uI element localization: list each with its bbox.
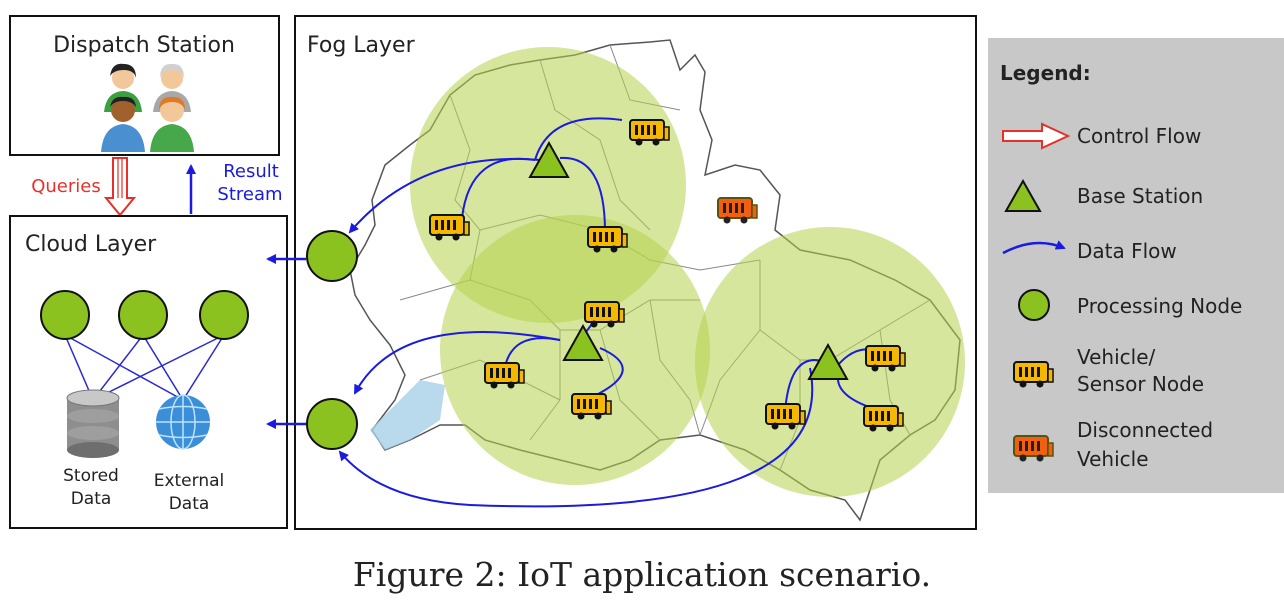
result-stream-label-line2: Stream (217, 184, 282, 205)
database-icon (66, 389, 120, 458)
legend-label: Sensor Node (1077, 372, 1204, 396)
legend-label: Base Station (1077, 184, 1203, 208)
people-icon (101, 63, 194, 152)
result-stream-label-line1: Result (223, 161, 279, 182)
fog-processing-node (306, 398, 358, 450)
base-station (562, 323, 604, 361)
legend-label: Data Flow (1077, 239, 1177, 263)
data-flow-legend-icon (1002, 240, 1066, 255)
stored-data-label-line1: Stored (63, 466, 119, 486)
dispatch-station-box: Dispatch Station (9, 15, 280, 156)
legend-title: Legend: (1000, 61, 1091, 85)
cloud-layer-title: Cloud Layer (25, 232, 157, 257)
cloud-processing-node (118, 290, 168, 340)
cloud-processing-node (40, 290, 90, 340)
queries-control-arrow (103, 157, 137, 217)
globe-icon (156, 394, 210, 450)
fog-layer-box: Fog Layer (294, 15, 977, 530)
figure-caption: Figure 2: IoT application scenario. (353, 555, 931, 594)
external-data-label-line1: External (154, 471, 225, 491)
base-station (807, 342, 849, 380)
external-data-label-line2: Data (169, 494, 210, 514)
cloud-processing-node (199, 290, 249, 340)
fog-layer-title: Fog Layer (307, 33, 416, 58)
cloud-connections (64, 334, 225, 401)
legend-label: Disconnected (1077, 418, 1213, 442)
dispatch-station-title: Dispatch Station (53, 33, 235, 58)
base-station-legend-icon (1004, 178, 1042, 212)
stored-data-label-line2: Data (71, 489, 112, 509)
legend-label: Vehicle/ (1077, 345, 1156, 369)
lake-shape (370, 380, 445, 450)
legend-label: Processing Node (1077, 294, 1242, 318)
cloud-layer-box: Cloud Layer Stored D (9, 215, 288, 529)
legend-label: Vehicle (1077, 447, 1149, 471)
fog-processing-node (306, 230, 358, 282)
legend-label: Control Flow (1077, 124, 1201, 148)
legend-box: Legend: Control Flow Base Station Data F… (988, 38, 1284, 493)
queries-label: Queries (31, 176, 101, 197)
processing-node-legend-icon (1018, 289, 1050, 321)
base-station (528, 140, 570, 178)
control-flow-legend-icon (1002, 122, 1071, 150)
